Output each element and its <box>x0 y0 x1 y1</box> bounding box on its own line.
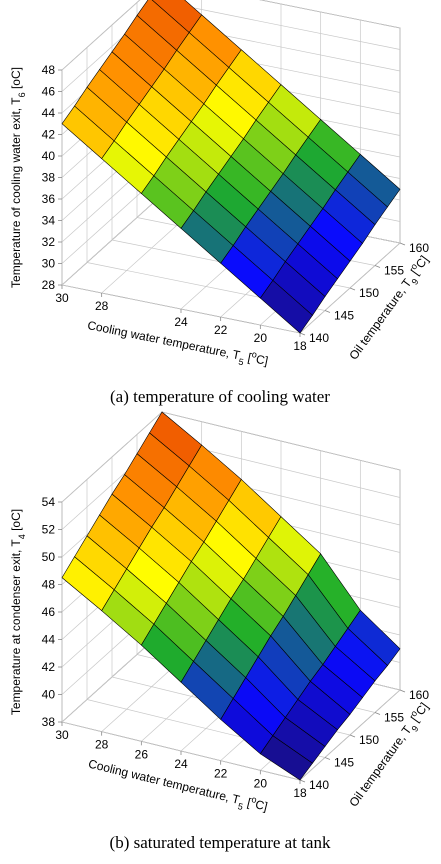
tick-mark <box>349 734 356 738</box>
z-tick-label: 40 <box>42 688 56 702</box>
tick-mark <box>324 757 331 760</box>
tick-mark <box>299 332 306 336</box>
label-part: 9 <box>409 724 420 734</box>
x-tick-label: 18 <box>293 339 307 353</box>
label-part: [oC] <box>9 509 23 534</box>
x-tick-label: 20 <box>254 331 268 345</box>
surface-cell <box>259 279 313 334</box>
surface-cell <box>259 735 313 781</box>
y-tick-label: 160 <box>409 241 429 255</box>
label-part: [ <box>243 794 253 809</box>
caption: (a) temperature of cooling water <box>110 387 330 406</box>
label-part: [oC] <box>9 67 23 92</box>
label-part: o <box>408 708 419 718</box>
x-tick-label: 30 <box>55 728 69 742</box>
z-tick-label: 44 <box>42 106 56 120</box>
tick-mark <box>399 689 406 693</box>
tick-mark <box>324 310 331 313</box>
x-tick-label: 22 <box>214 323 228 337</box>
x-tick-label: 20 <box>254 776 268 790</box>
z-tick-label: 32 <box>42 235 56 249</box>
z-tick-label: 40 <box>42 149 56 163</box>
label-part: o <box>408 261 419 271</box>
x-tick-label: 26 <box>135 747 149 761</box>
label-part: Oil temperature, T <box>346 276 414 363</box>
y-tick-label: 145 <box>334 756 354 770</box>
x-tick-label: 18 <box>293 786 307 800</box>
tick-mark <box>374 265 381 268</box>
axis-label: Temperature of cooling water exit, T6 [o… <box>9 67 27 288</box>
z-tick-label: 46 <box>42 85 56 99</box>
label-part: Temperature of cooling water exit, T <box>9 97 23 288</box>
label-part: C] <box>254 797 269 813</box>
x-tick-label: 22 <box>214 767 228 781</box>
z-tick-label: 34 <box>42 214 56 228</box>
z-tick-label: 44 <box>42 633 56 647</box>
z-tick-label: 38 <box>42 171 56 185</box>
y-tick-label: 140 <box>309 331 329 345</box>
label-part: Oil temperature, T <box>346 723 414 810</box>
y-tick-label: 160 <box>409 688 429 702</box>
z-tick-label: 46 <box>42 605 56 619</box>
x-tick-label: 28 <box>95 299 109 313</box>
label-part: Cooling water temperature, T <box>87 757 242 808</box>
y-tick-label: 155 <box>384 264 404 278</box>
x-tick-label: 28 <box>95 738 109 752</box>
z-tick-label: 48 <box>42 578 56 592</box>
caption: (b) saturated temperature at tank <box>110 833 331 852</box>
z-tick-label: 54 <box>42 495 56 509</box>
z-tick-label: 48 <box>42 63 56 77</box>
z-tick-label: 42 <box>42 128 56 142</box>
label-part: 4 <box>17 534 27 539</box>
tick-mark <box>349 287 356 291</box>
label-part: [ <box>243 350 253 365</box>
z-tick-label: 28 <box>42 278 56 292</box>
x-tick-label: 24 <box>174 315 188 329</box>
z-tick-label: 50 <box>42 550 56 564</box>
z-tick-label: 38 <box>42 715 56 729</box>
z-tick-label: 36 <box>42 192 56 206</box>
axis-label: Temperature at condenser exit, T4 [oC] <box>9 509 27 715</box>
x-tick-label: 24 <box>174 757 188 771</box>
y-tick-label: 140 <box>309 778 329 792</box>
label-part: 9 <box>409 277 420 287</box>
tick-mark <box>374 712 381 715</box>
label-part: 5 <box>237 801 244 812</box>
y-tick-label: 145 <box>334 309 354 323</box>
tick-mark <box>299 779 306 783</box>
label-part: o <box>251 794 258 805</box>
y-tick-label: 150 <box>359 733 379 747</box>
y-tick-label: 150 <box>359 286 379 300</box>
y-tick-label: 155 <box>384 711 404 725</box>
x-tick-label: 30 <box>55 291 69 305</box>
label-part: C] <box>255 352 270 368</box>
tick-mark <box>399 242 406 246</box>
label-part: Temperature at condenser exit, T <box>9 539 23 716</box>
z-tick-label: 42 <box>42 660 56 674</box>
label-part: 6 <box>17 92 27 97</box>
label-part: 5 <box>238 357 245 368</box>
z-tick-label: 30 <box>42 257 56 271</box>
label-part: o <box>251 349 258 360</box>
z-tick-label: 52 <box>42 523 56 537</box>
